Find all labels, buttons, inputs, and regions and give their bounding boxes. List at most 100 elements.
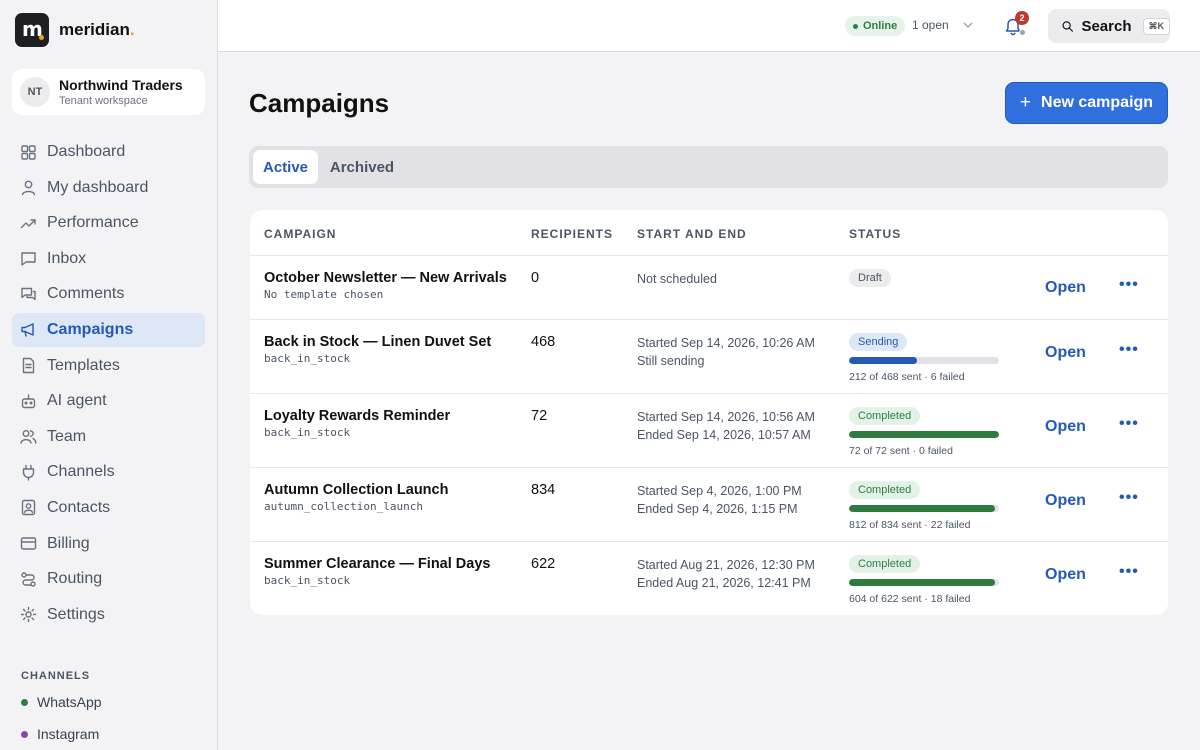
sidebar-item-performance[interactable]: Performance [12, 206, 205, 240]
column-header-campaign[interactable]: CAMPAIGN [264, 227, 337, 241]
notifications-button[interactable]: 2 [1003, 11, 1029, 37]
sidebar-item-label: Team [47, 427, 87, 445]
send-progress-fill [849, 505, 996, 512]
open-campaign-link[interactable]: Open [1045, 279, 1086, 296]
notification-count-badge: 2 [1015, 11, 1029, 25]
schedule-end: Ended Aug 21, 2026, 12:41 PM [637, 576, 811, 590]
new-campaign-button[interactable]: + New campaign [1005, 82, 1168, 124]
tab-active[interactable]: Active [253, 150, 318, 184]
meridian-logo: m [15, 13, 49, 47]
tab-archived[interactable]: Archived [329, 158, 395, 176]
open-campaign-link[interactable]: Open [1045, 566, 1086, 583]
bot-icon [20, 393, 37, 410]
send-progress-bar [849, 357, 999, 364]
online-status-label: Online [863, 20, 898, 32]
sidebar-item-channels[interactable]: Channels [12, 455, 205, 489]
tenant-switcher[interactable]: NT Northwind Traders Tenant workspace [12, 69, 205, 115]
schedule-end: Still sending [637, 354, 705, 368]
more-actions-icon[interactable]: ••• [1119, 341, 1139, 358]
sidebar-item-routing[interactable]: Routing [12, 562, 205, 596]
channel-item-instagram[interactable]: Instagram [21, 726, 99, 742]
column-header-status[interactable]: STATUS [849, 227, 902, 241]
sidebar-item-settings[interactable]: Settings [12, 598, 205, 632]
campaign-name[interactable]: October Newsletter — New Arrivals [264, 270, 507, 286]
campaign-schedule: Not scheduled [637, 270, 717, 288]
recipient-count: 0 [531, 270, 540, 286]
more-actions-icon[interactable]: ••• [1119, 563, 1139, 580]
trend-icon [20, 215, 37, 232]
sidebar-item-label: Performance [47, 214, 139, 232]
sidebar-item-label: Campaigns [47, 320, 134, 338]
presence-dot [1019, 29, 1026, 36]
logo-dot [39, 35, 44, 40]
campaign-name[interactable]: Autumn Collection Launch [264, 482, 449, 498]
recipient-count: 468 [531, 334, 556, 350]
search-label: Search [1081, 17, 1132, 35]
whatsapp-status-dot [21, 698, 28, 706]
table-row[interactable]: October Newsletter — New Arrivals No temp… [250, 256, 1168, 330]
document-icon [20, 357, 37, 374]
online-status-badge: Online [845, 16, 906, 36]
sidebar-item-inbox[interactable]: Inbox [12, 242, 205, 276]
campaign-name[interactable]: Summer Clearance — Final Days [264, 556, 491, 572]
campaign-name[interactable]: Back in Stock — Linen Duvet Set [264, 334, 492, 350]
more-actions-icon[interactable]: ••• [1119, 276, 1139, 293]
channel-item-whatsapp[interactable]: WhatsApp [21, 694, 102, 710]
row-divider [250, 467, 1168, 468]
open-conversations-dropdown[interactable]: 1 open [912, 18, 973, 32]
brand-name-dot: . [129, 20, 135, 39]
sidebar-item-billing[interactable]: Billing [12, 527, 205, 561]
routing-icon [20, 571, 37, 588]
online-dot [853, 23, 858, 29]
table-row[interactable]: Autumn Collection Launch autumn_collectio… [250, 468, 1168, 542]
sidebar-item-templates[interactable]: Templates [12, 349, 205, 383]
campaign-schedule: Started Sep 14, 2026, 10:56 AM Ended Sep … [637, 408, 815, 444]
sidebar-item-label: Settings [47, 605, 105, 623]
tenant-avatar: NT [20, 77, 50, 107]
schedule-start: Started Sep 4, 2026, 1:00 PM [637, 484, 802, 498]
header-divider [250, 255, 1168, 256]
sidebar-nav: Dashboard My dashboard Performance Inbox Com… [12, 135, 205, 633]
campaign-template: back_in_stock [264, 426, 351, 439]
more-actions-icon[interactable]: ••• [1119, 415, 1139, 432]
grid-icon [20, 144, 37, 161]
sidebar-item-team[interactable]: Team [12, 420, 205, 454]
campaign-name[interactable]: Loyalty Rewards Reminder [264, 408, 451, 424]
sidebar-item-comments[interactable]: Comments [12, 277, 205, 311]
column-header-recipients[interactable]: RECIPIENTS [531, 227, 614, 241]
schedule-start: Started Sep 14, 2026, 10:26 AM [637, 336, 815, 350]
status-badge: Completed [849, 407, 921, 425]
more-actions-icon[interactable]: ••• [1119, 489, 1139, 506]
sidebar-item-contacts[interactable]: Contacts [12, 491, 205, 525]
search-button[interactable]: Search ⌘K [1048, 9, 1170, 43]
brand-name-text: meridian [59, 20, 130, 39]
campaign-template: back_in_stock [264, 352, 351, 365]
comments-icon [20, 286, 37, 303]
open-campaign-link[interactable]: Open [1045, 344, 1086, 361]
sidebar-item-campaigns[interactable]: Campaigns [12, 312, 205, 347]
schedule-start: Started Sep 14, 2026, 10:56 AM [637, 410, 815, 424]
sidebar-item-dashboard[interactable]: Dashboard [12, 135, 205, 169]
table-row[interactable]: Summer Clearance — Final Days back_in_sto… [250, 542, 1168, 615]
sidebar-item-label: Dashboard [47, 143, 126, 160]
sidebar-item-label: My dashboard [47, 178, 149, 196]
plus-icon: + [1019, 92, 1032, 113]
gear-icon [20, 606, 37, 623]
column-header-start-end[interactable]: START AND END [637, 227, 747, 241]
sidebar-item-my-dashboard[interactable]: My dashboard [12, 171, 205, 205]
sidebar-item-label: Routing [47, 570, 103, 588]
send-progress-text: 812 of 834 sent · 22 failed [849, 519, 971, 531]
open-campaign-link[interactable]: Open [1045, 492, 1086, 509]
brand[interactable]: m meridian. [15, 13, 135, 47]
megaphone-icon [20, 321, 37, 338]
sidebar: m meridian. NT Northwind Traders Tenant … [0, 0, 218, 750]
open-campaign-link[interactable]: Open [1045, 418, 1086, 435]
plug-icon [20, 464, 37, 481]
new-campaign-label: New campaign [1041, 94, 1154, 111]
table-row[interactable]: Back in Stock — Linen Duvet Set back_in_s… [250, 320, 1168, 394]
campaigns-table: CAMPAIGN RECIPIENTS START AND END STATUS… [250, 210, 1168, 615]
table-row[interactable]: Loyalty Rewards Reminder back_in_stock 72 S… [250, 394, 1168, 468]
channel-label: Instagram [37, 726, 100, 742]
sidebar-item-ai-agent[interactable]: AI agent [12, 384, 205, 418]
topbar: Online 1 open 2 Search ⌘K [218, 0, 1200, 52]
